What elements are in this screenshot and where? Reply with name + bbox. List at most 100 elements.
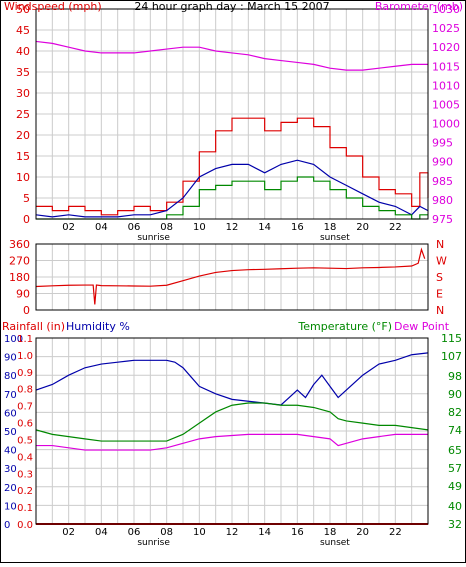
wind-y-tick: 50	[16, 3, 30, 16]
rain-y-tick: 0.6	[17, 419, 33, 430]
x-tick-label: 18	[324, 222, 337, 233]
wind-y-tick: 40	[16, 45, 30, 58]
graph-title: 24 hour graph day : March 15 2007	[134, 0, 329, 13]
baro-y-tick: 990	[432, 156, 453, 169]
x-tick-label: 02	[62, 222, 75, 233]
rain-y-tick: 0.0	[17, 520, 33, 531]
wind-y-tick: 20	[16, 129, 30, 142]
x-tick-label: 22	[389, 527, 402, 538]
plot-frame-wind	[35, 8, 429, 220]
x-tick-label: 08	[160, 527, 173, 538]
x-tick-label: 20	[356, 527, 369, 538]
temp-y-tick: 32	[448, 518, 462, 531]
wind-y-tick: 30	[16, 87, 30, 100]
barometer-axis-label: Barometer (mb)	[375, 0, 463, 13]
dewpoint-axis-label: Dew Point	[394, 320, 450, 333]
temp-y-tick: 57	[448, 462, 462, 475]
rain-y-tick: 0.7	[17, 402, 33, 413]
sunrise-label: sunrise	[137, 538, 170, 548]
rain-y-tick: 0.2	[17, 486, 33, 497]
x-tick-label: 22	[389, 222, 402, 233]
hum-series	[35, 352, 429, 406]
baro-y-tick: 1000	[432, 118, 460, 131]
baro-y-tick: 1025	[432, 22, 460, 35]
rain-y-tick: 0.3	[17, 469, 33, 480]
baro-y-tick: 1020	[432, 41, 460, 54]
sunset-label: sunset	[320, 233, 350, 243]
rain-y-tick: 0.4	[17, 452, 33, 463]
temp-y-tick: 115	[441, 332, 462, 345]
baro-y-tick: 980	[432, 194, 453, 207]
x-tick-label: 04	[95, 222, 108, 233]
compass-label: N	[436, 304, 444, 317]
x-tick-label: 16	[291, 222, 304, 233]
humidity-y-tick: 60	[4, 408, 17, 419]
rain-y-tick: 1.1	[17, 334, 33, 345]
temp-y-tick: 65	[448, 444, 462, 457]
baro-series	[35, 40, 428, 71]
x-tick-label: 06	[128, 222, 141, 233]
humidity-axis-label: Humidity %	[66, 320, 130, 333]
rain-y-tick: 0.8	[17, 385, 33, 396]
rainfall-axis-label: Rainfall (in)	[2, 320, 65, 333]
x-tick-label: 10	[193, 527, 206, 538]
temp-y-tick: 82	[448, 406, 462, 419]
wind-y-tick: 45	[16, 24, 30, 37]
sunset-label: sunset	[320, 538, 350, 548]
x-tick-label: 18	[324, 527, 337, 538]
windspeed-axis-label: Windspeed (mph)	[4, 0, 102, 13]
sunrise-label: sunrise	[137, 233, 170, 243]
humidity-y-tick: 30	[4, 464, 17, 475]
plot-frame-temperature	[35, 337, 429, 525]
x-tick-label: 10	[193, 222, 206, 233]
temp-y-tick: 49	[448, 480, 462, 493]
baro-y-tick: 975	[432, 213, 453, 226]
wind-y-tick: 15	[16, 150, 30, 163]
temp-y-tick: 107	[441, 350, 462, 363]
x-tick-label: 16	[291, 527, 304, 538]
dir-y-tick: 0	[23, 304, 30, 317]
x-tick-label: 08	[160, 222, 173, 233]
humidity-y-tick: 0	[4, 520, 10, 531]
humidity-y-tick: 40	[4, 446, 17, 457]
temp-y-tick: 98	[448, 370, 462, 383]
baro-y-tick: 1015	[432, 60, 460, 73]
temp-y-tick: 74	[448, 424, 462, 437]
x-tick-label: 12	[226, 527, 239, 538]
rain-y-tick: 1.0	[17, 351, 33, 362]
humidity-y-tick: 70	[4, 390, 17, 401]
humidity-y-tick: 90	[4, 353, 17, 364]
rain-y-tick: 0.5	[17, 435, 33, 446]
dir-y-tick: 90	[16, 288, 30, 301]
temp-series	[35, 402, 429, 442]
wind-y-tick: 5	[23, 192, 30, 205]
compass-label: W	[436, 255, 447, 268]
x-tick-label: 02	[62, 527, 75, 538]
humidity-y-tick: 20	[4, 483, 17, 494]
wind-y-tick: 10	[16, 171, 30, 184]
x-tick-label: 14	[258, 222, 271, 233]
x-tick-label: 06	[128, 527, 141, 538]
baro-y-tick: 1010	[432, 79, 460, 92]
dir-y-tick: 270	[9, 255, 30, 268]
baro-y-tick: 995	[432, 137, 453, 150]
x-tick-label: 14	[258, 527, 271, 538]
plot-frame-direction	[35, 243, 429, 311]
temp-y-tick: 90	[448, 388, 462, 401]
compass-label: S	[436, 271, 443, 284]
rain-y-tick: 0.9	[17, 368, 33, 379]
wind-y-tick: 25	[16, 108, 30, 121]
wind-y-tick: 35	[16, 66, 30, 79]
dir-y-tick: 180	[9, 271, 30, 284]
dir-y-tick: 360	[9, 238, 30, 251]
baro-y-tick: 1030	[432, 3, 460, 16]
wind-y-tick: 0	[23, 213, 30, 226]
rain-y-tick: 0.1	[17, 503, 33, 514]
x-tick-label: 12	[226, 222, 239, 233]
x-tick-label: 04	[95, 527, 108, 538]
avg-series	[35, 159, 429, 218]
humidity-y-tick: 50	[4, 427, 17, 438]
